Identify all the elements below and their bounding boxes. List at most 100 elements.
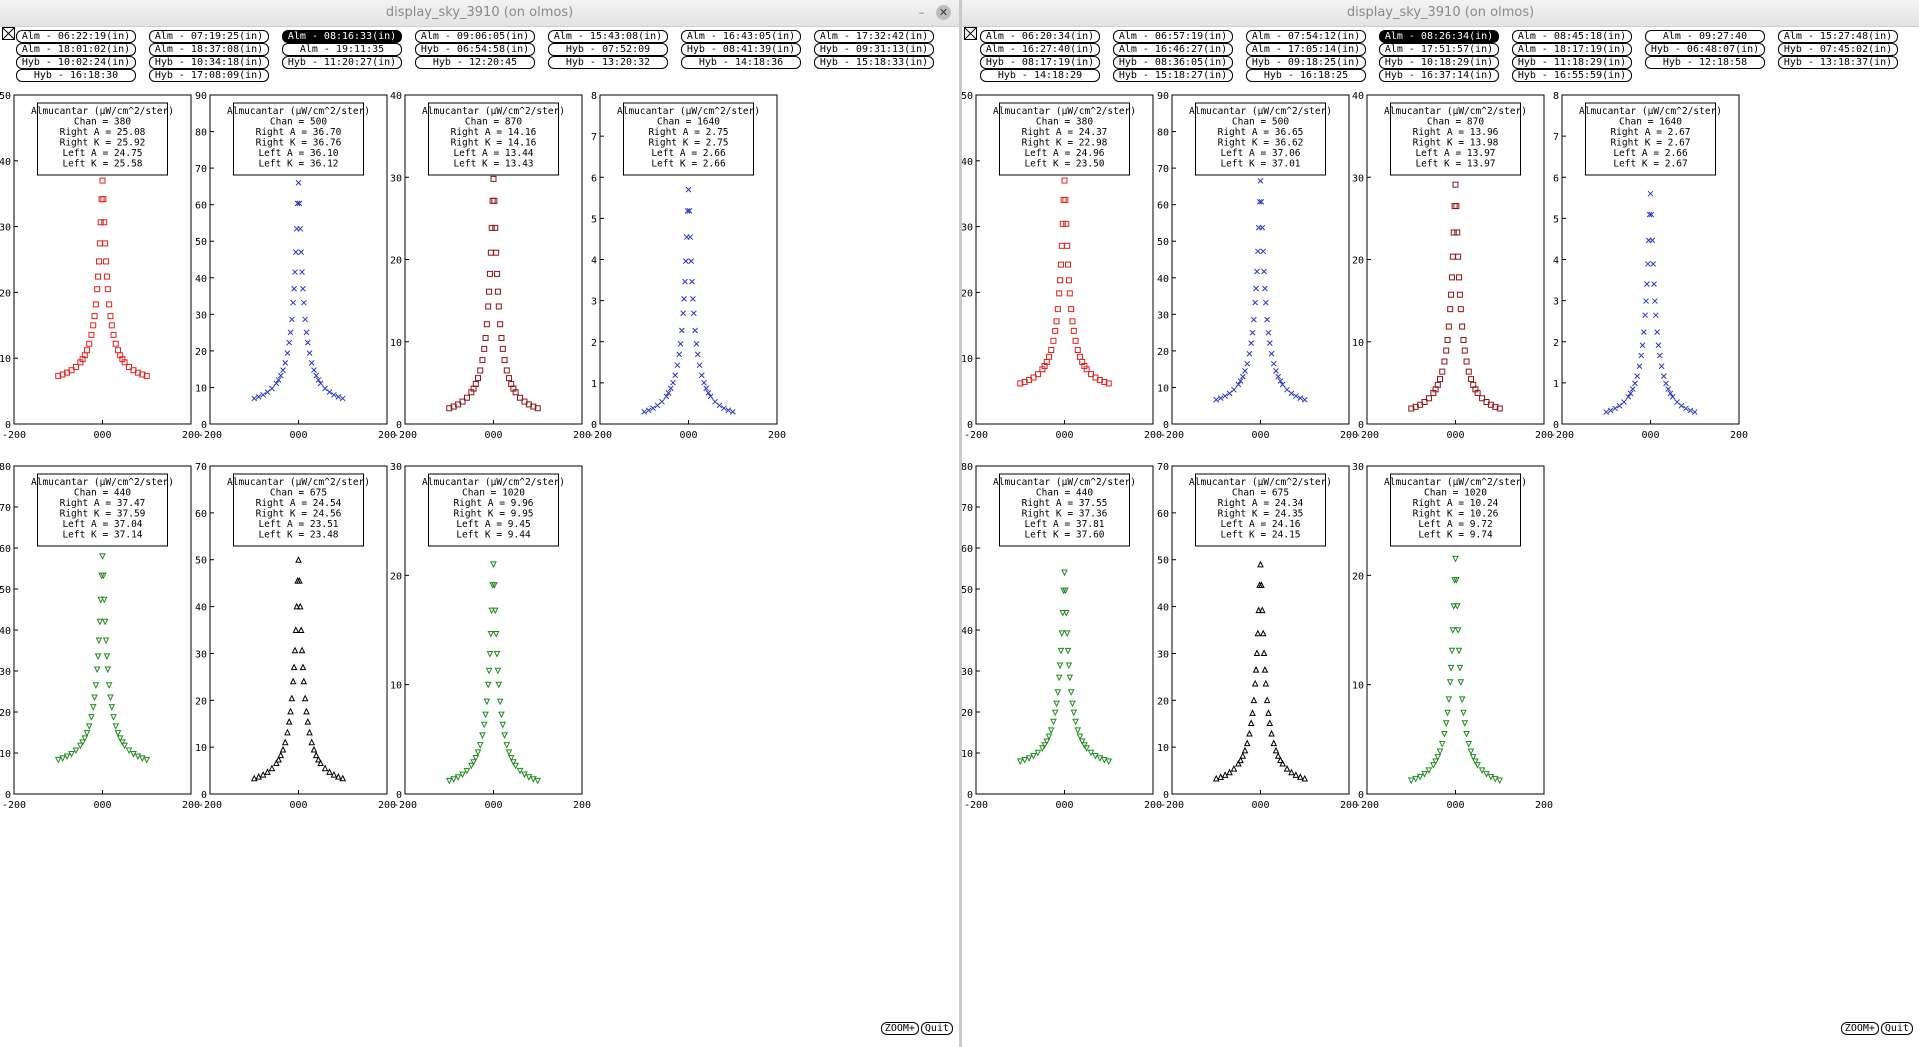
scan-button[interactable]: Alm - 17:51:57(in) — [1379, 43, 1499, 56]
scan-button[interactable]: Hyb - 15:18:27(in) — [1113, 69, 1233, 82]
scan-button[interactable]: Alm - 08:16:33(in) — [282, 30, 402, 43]
scan-button[interactable]: Hyb - 16:55:59(in) — [1512, 69, 1632, 82]
scan-button[interactable]: Hyb - 16:37:14(in) — [1379, 69, 1499, 82]
data-point — [1016, 758, 1024, 766]
scan-button[interactable]: Hyb - 07:45:02(in) — [1778, 43, 1898, 56]
data-point — [1048, 346, 1055, 353]
scan-button[interactable]: Hyb - 13:18:37(in) — [1778, 56, 1898, 69]
info-box-title: Almucantar (µW/cm^2/ster) — [31, 106, 174, 117]
scan-button[interactable]: Hyb - 10:34:18(in) — [149, 56, 269, 69]
data-point — [68, 750, 75, 758]
data-point — [1257, 178, 1264, 184]
scan-button[interactable]: Hyb - 09:31:13(in) — [814, 43, 934, 56]
scan-button[interactable]: Hyb - 08:17:19(in) — [980, 56, 1100, 69]
scan-button[interactable]: Alm - 18:01:02(in) — [16, 43, 136, 56]
scan-button[interactable]: Alm - 19:11:35 — [282, 43, 402, 56]
data-point — [1065, 277, 1072, 284]
scan-button[interactable]: Alm - 09:06:05(in) — [415, 30, 535, 43]
scan-button[interactable]: Alm - 18:17:19(in) — [1512, 43, 1632, 56]
quit-button[interactable]: Quit — [920, 1022, 953, 1035]
data-point — [1467, 748, 1475, 756]
data-point — [692, 327, 698, 334]
scan-button[interactable]: Alm - 06:57:19(in) — [1113, 30, 1233, 43]
scan-button[interactable]: Alm - 16:43:05(in) — [681, 30, 801, 43]
close-icon[interactable]: ✕ — [936, 5, 951, 20]
data-point — [1436, 748, 1444, 756]
data-point — [690, 296, 696, 302]
corner-x-icon[interactable] — [964, 27, 977, 40]
y-tick-label: 90 — [1157, 91, 1169, 102]
scan-button[interactable]: Hyb - 12:20:45 — [415, 56, 535, 69]
scan-button[interactable]: Alm - 16:46:27(in) — [1113, 43, 1233, 56]
data-point — [677, 340, 684, 347]
scan-button[interactable]: Alm - 17:05:14(in) — [1246, 43, 1366, 56]
scan-button[interactable]: Hyb - 08:36:05(in) — [1113, 56, 1233, 69]
scan-button[interactable]: Hyb - 09:18:25(in) — [1246, 56, 1366, 69]
scan-button[interactable]: Hyb - 07:52:09 — [548, 43, 668, 56]
data-point — [1457, 679, 1465, 686]
scan-button[interactable]: Hyb - 13:20:32 — [548, 56, 668, 69]
data-point — [1222, 393, 1228, 399]
scan-button[interactable]: Alm - 15:27:48(in) — [1778, 30, 1898, 43]
scan-button[interactable]: Alm - 17:32:42(in) — [814, 30, 934, 43]
scan-button[interactable]: Alm - 07:54:12(in) — [1246, 30, 1366, 43]
data-point — [490, 561, 497, 569]
minimize-icon[interactable]: – — [918, 6, 925, 19]
y-tick-label: 8 — [591, 91, 597, 102]
x-tick-label: -200 — [1160, 430, 1184, 441]
data-point — [259, 770, 267, 778]
scan-button[interactable]: Alm - 16:27:40(in) — [980, 43, 1100, 56]
scan-button[interactable]: Hyb - 14:18:36 — [681, 56, 801, 69]
scan-button[interactable]: Hyb - 15:18:33(in) — [814, 56, 934, 69]
scan-button[interactable]: Hyb - 11:18:29(in) — [1512, 56, 1632, 69]
window-titlebar[interactable]: display_sky_3910 (on olmos) – ✕ — [0, 0, 959, 27]
scan-button[interactable]: Hyb - 12:18:58 — [1645, 56, 1765, 69]
scan-button[interactable]: Hyb - 17:08:09(in) — [149, 69, 269, 82]
data-point — [445, 777, 453, 785]
y-tick-label: 10 — [1352, 681, 1364, 692]
zoom-button[interactable]: ZOOM+ — [1840, 1022, 1879, 1035]
info-box-title: Almucantar (µW/cm^2/ster) — [1189, 477, 1332, 488]
scan-button[interactable]: Alm - 08:26:34(in) — [1379, 30, 1499, 43]
data-point — [101, 618, 109, 626]
y-tick-label: 20 — [1352, 571, 1364, 582]
data-point — [1069, 318, 1076, 325]
scan-button[interactable]: Hyb - 06:48:07(in) — [1645, 43, 1765, 56]
info-box-line: Right A = 36.65 — [1218, 127, 1304, 138]
scan-button[interactable]: Alm - 06:20:34(in) — [980, 30, 1100, 43]
zoom-button[interactable]: ZOOM+ — [880, 1022, 919, 1035]
scan-button[interactable]: Alm - 15:43:08(in) — [548, 30, 668, 43]
scan-button[interactable]: Alm - 09:27:40 — [1645, 30, 1765, 43]
y-tick-label: 50 — [1157, 556, 1169, 567]
y-tick-label: 20 — [195, 347, 207, 358]
scan-button[interactable]: Hyb - 10:18:29(in) — [1379, 56, 1499, 69]
info-box — [428, 102, 559, 176]
scan-button[interactable]: Alm - 18:37:08(in) — [149, 43, 269, 56]
scan-button[interactable]: Hyb - 10:02:24(in) — [16, 56, 136, 69]
scan-button[interactable]: Hyb - 06:54:58(in) — [415, 43, 535, 56]
data-point — [1658, 363, 1665, 370]
data-point — [1430, 762, 1437, 769]
info-box-line: Left A = 23.51 — [258, 519, 338, 530]
scan-button[interactable]: Hyb - 16:18:30 — [16, 69, 136, 82]
scan-button[interactable]: Hyb - 14:18:29 — [980, 69, 1100, 82]
scan-button[interactable]: Hyb - 08:41:39(in) — [681, 43, 801, 56]
data-point — [494, 667, 502, 675]
data-point — [494, 288, 501, 295]
corner-x-icon[interactable] — [2, 27, 15, 40]
data-point — [121, 359, 128, 366]
info-box-line: Right K = 24.56 — [256, 509, 342, 520]
scan-button[interactable]: Hyb - 16:18:25 — [1246, 69, 1366, 82]
quit-button[interactable]: Quit — [1880, 1022, 1913, 1035]
scan-button[interactable]: Alm - 08:45:18(in) — [1512, 30, 1632, 43]
scan-button[interactable]: Alm - 07:19:25(in) — [149, 30, 269, 43]
data-point — [1060, 196, 1067, 203]
scan-button[interactable]: Alm - 06:22:19(in) — [16, 30, 136, 43]
window-titlebar[interactable]: display_sky_3910 (on olmos) — [962, 0, 1919, 27]
data-point — [1034, 749, 1042, 757]
data-point — [507, 754, 515, 762]
info-box-line: Right K = 2.67 — [1610, 138, 1690, 149]
data-point — [105, 682, 113, 689]
scan-button[interactable]: Hyb - 11:20:27(in) — [282, 56, 402, 69]
data-point — [103, 258, 110, 265]
